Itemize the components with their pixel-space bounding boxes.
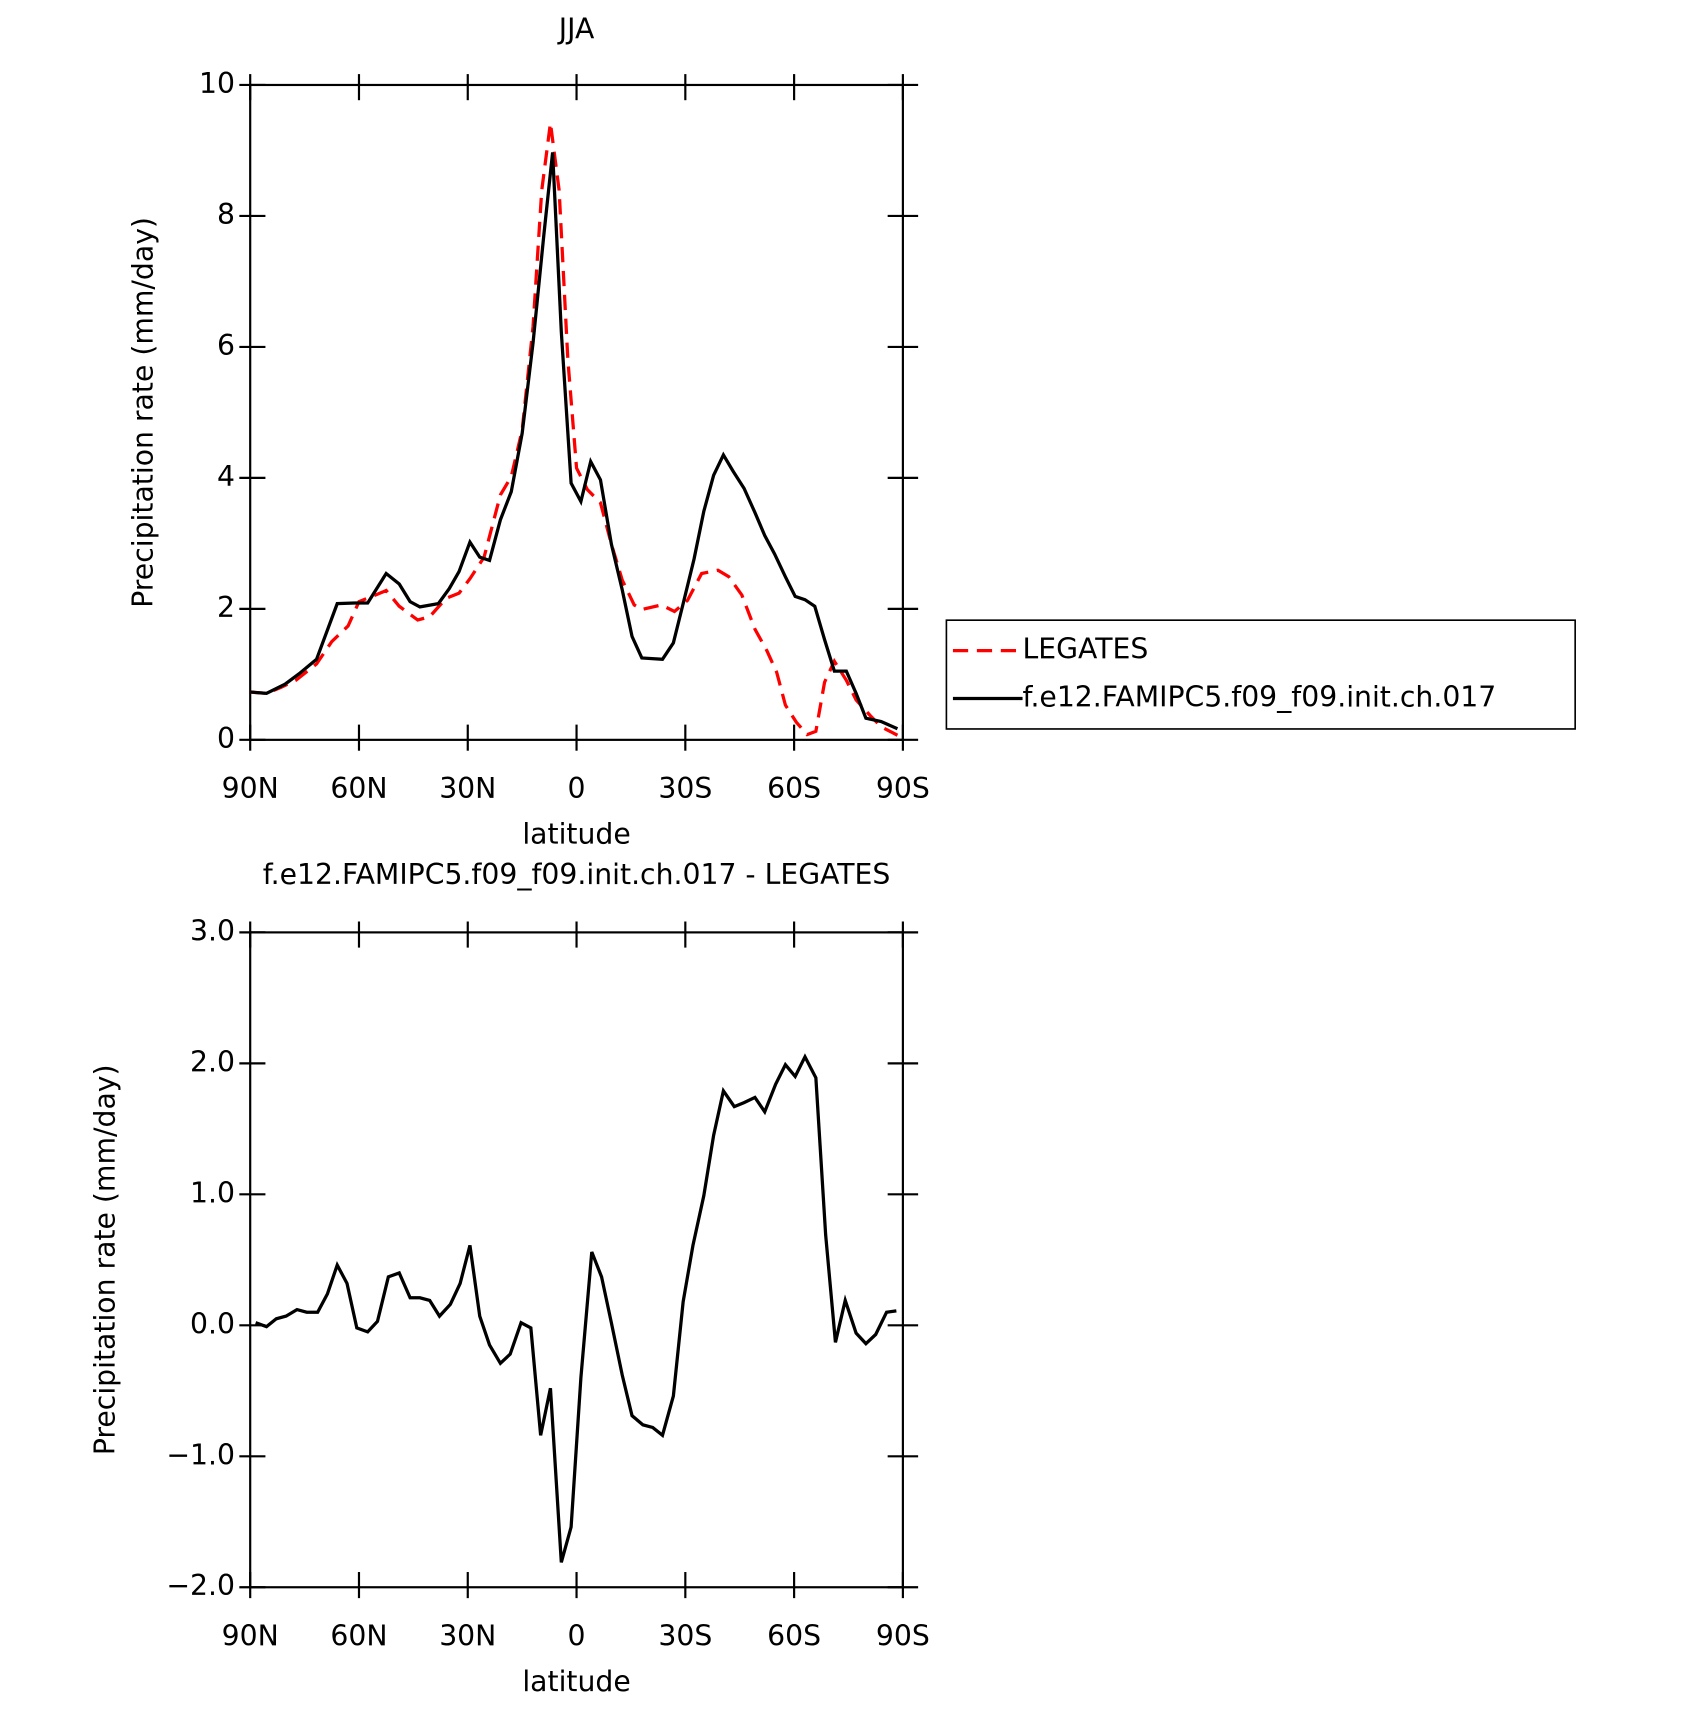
data-line	[250, 152, 899, 731]
y-tick-label: −1.0	[166, 1438, 235, 1471]
x-tick-label: 90N	[222, 1619, 279, 1652]
x-tick-label: 60S	[767, 1619, 821, 1652]
y-axis-label: Precipitation rate (mm/day)	[127, 217, 160, 608]
x-tick-label: 30N	[439, 772, 496, 805]
legend-label: f.e12.FAMIPC5.f09_f09.init.ch.017	[1023, 681, 1497, 714]
x-axis-label: latitude	[522, 1665, 630, 1698]
x-tick-label: 0	[568, 1619, 586, 1652]
x-tick-label: 30S	[658, 1619, 712, 1652]
x-tick-label: 90N	[222, 772, 279, 805]
legend-label: LEGATES	[1023, 633, 1149, 666]
y-tick-label: 2	[217, 591, 235, 624]
x-tick-label: 60S	[767, 772, 821, 805]
y-tick-label: 8	[217, 198, 235, 231]
x-axis-label: latitude	[522, 818, 630, 851]
x-tick-label: 90S	[876, 1619, 930, 1652]
x-tick-label: 30S	[658, 772, 712, 805]
y-tick-label: 3.0	[190, 914, 235, 947]
y-tick-label: 6	[217, 329, 235, 362]
y-tick-label: 1.0	[190, 1176, 235, 1209]
plot-frame	[249, 83, 904, 741]
y-tick-label: 4	[217, 460, 235, 493]
y-tick-label: 0.0	[190, 1307, 235, 1340]
chart-title: JJA	[557, 13, 595, 46]
chart-title: f.e12.FAMIPC5.f09_f09.init.ch.017 - LEGA…	[263, 858, 891, 891]
x-tick-label: 60N	[330, 772, 387, 805]
x-tick-label: 60N	[330, 1619, 387, 1652]
plot-frame	[249, 931, 904, 1589]
x-tick-label: 90S	[876, 772, 930, 805]
x-tick-label: 0	[568, 772, 586, 805]
x-tick-label: 30N	[439, 1619, 496, 1652]
y-tick-label: 2.0	[190, 1045, 235, 1078]
data-line	[255, 1053, 897, 1563]
data-line	[250, 122, 899, 737]
y-axis-label: Precipitation rate (mm/day)	[89, 1064, 122, 1455]
y-tick-label: 0	[217, 722, 235, 755]
y-tick-label: −2.0	[166, 1569, 235, 1602]
legend-box	[945, 619, 1576, 730]
y-tick-label: 10	[199, 67, 235, 100]
